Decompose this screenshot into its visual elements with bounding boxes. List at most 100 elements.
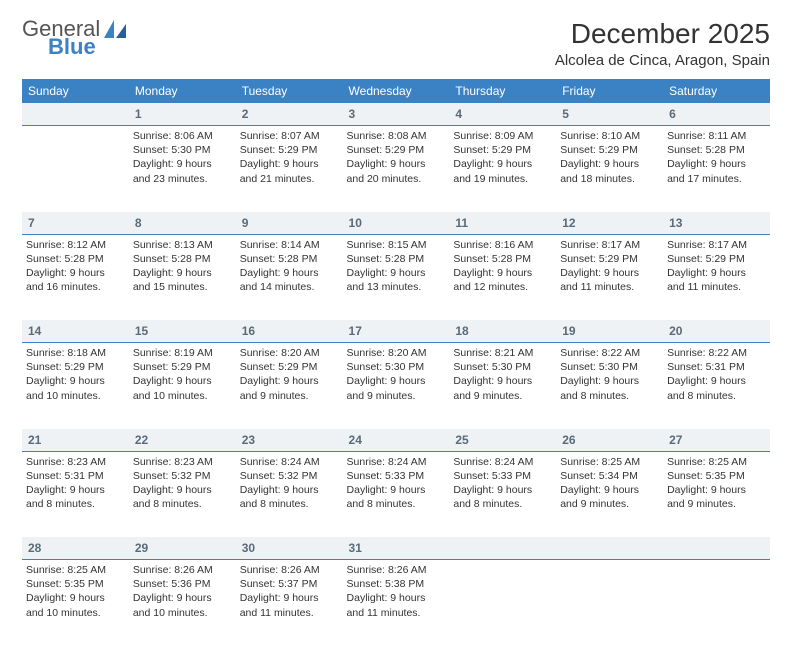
day-cell: Sunrise: 8:20 AMSunset: 5:29 PMDaylight:… xyxy=(236,343,343,429)
day-number: 10 xyxy=(349,216,362,230)
day-number: 11 xyxy=(455,216,468,230)
weekday-header: Sunday xyxy=(22,79,129,103)
day-number: 18 xyxy=(455,324,468,338)
day-details: Sunrise: 8:21 AMSunset: 5:30 PMDaylight:… xyxy=(453,346,552,403)
day-number: 7 xyxy=(28,216,35,230)
day-number: 25 xyxy=(455,433,468,447)
day-details: Sunrise: 8:25 AMSunset: 5:35 PMDaylight:… xyxy=(26,563,125,620)
title-block: December 2025 Alcolea de Cinca, Aragon, … xyxy=(555,18,770,69)
day-number: 21 xyxy=(28,433,41,447)
day-number: 28 xyxy=(28,541,41,555)
day-number: 9 xyxy=(242,216,249,230)
daynum-cell: 23 xyxy=(236,429,343,452)
daynum-cell xyxy=(22,103,129,126)
daynum-cell xyxy=(556,537,663,560)
day-number: 4 xyxy=(455,107,462,121)
day-details: Sunrise: 8:10 AMSunset: 5:29 PMDaylight:… xyxy=(560,129,659,186)
daynum-cell: 17 xyxy=(343,320,450,343)
daynum-cell: 27 xyxy=(663,429,770,452)
week-row: Sunrise: 8:12 AMSunset: 5:28 PMDaylight:… xyxy=(22,234,770,320)
day-details: Sunrise: 8:07 AMSunset: 5:29 PMDaylight:… xyxy=(240,129,339,186)
day-cell xyxy=(22,126,129,212)
day-cell: Sunrise: 8:15 AMSunset: 5:28 PMDaylight:… xyxy=(343,234,450,320)
day-cell: Sunrise: 8:06 AMSunset: 5:30 PMDaylight:… xyxy=(129,126,236,212)
day-cell: Sunrise: 8:24 AMSunset: 5:33 PMDaylight:… xyxy=(343,451,450,537)
day-details: Sunrise: 8:14 AMSunset: 5:28 PMDaylight:… xyxy=(240,238,339,295)
daynum-cell: 11 xyxy=(449,212,556,235)
day-cell: Sunrise: 8:16 AMSunset: 5:28 PMDaylight:… xyxy=(449,234,556,320)
logo-word2: Blue xyxy=(48,36,100,58)
day-number: 23 xyxy=(242,433,255,447)
day-details: Sunrise: 8:12 AMSunset: 5:28 PMDaylight:… xyxy=(26,238,125,295)
daynum-cell: 29 xyxy=(129,537,236,560)
week-row: Sunrise: 8:18 AMSunset: 5:29 PMDaylight:… xyxy=(22,343,770,429)
weekday-header: Friday xyxy=(556,79,663,103)
day-cell: Sunrise: 8:07 AMSunset: 5:29 PMDaylight:… xyxy=(236,126,343,212)
day-details: Sunrise: 8:17 AMSunset: 5:29 PMDaylight:… xyxy=(560,238,659,295)
calendar-body: 123456Sunrise: 8:06 AMSunset: 5:30 PMDay… xyxy=(22,103,770,646)
day-number: 27 xyxy=(669,433,682,447)
day-cell: Sunrise: 8:09 AMSunset: 5:29 PMDaylight:… xyxy=(449,126,556,212)
day-details: Sunrise: 8:17 AMSunset: 5:29 PMDaylight:… xyxy=(667,238,766,295)
weekday-header-row: Sunday Monday Tuesday Wednesday Thursday… xyxy=(22,79,770,103)
day-details: Sunrise: 8:06 AMSunset: 5:30 PMDaylight:… xyxy=(133,129,232,186)
logo: General Blue xyxy=(22,18,128,58)
day-cell: Sunrise: 8:25 AMSunset: 5:35 PMDaylight:… xyxy=(22,560,129,646)
daynum-cell: 8 xyxy=(129,212,236,235)
day-details: Sunrise: 8:11 AMSunset: 5:28 PMDaylight:… xyxy=(667,129,766,186)
daynum-row: 7 8 9 10 11 12 13 xyxy=(22,212,770,235)
daynum-cell: 10 xyxy=(343,212,450,235)
day-number: 17 xyxy=(349,324,362,338)
day-number: 12 xyxy=(562,216,575,230)
daynum-cell: 22 xyxy=(129,429,236,452)
daynum-cell: 14 xyxy=(22,320,129,343)
day-cell xyxy=(449,560,556,646)
location: Alcolea de Cinca, Aragon, Spain xyxy=(555,52,770,69)
month-title: December 2025 xyxy=(555,18,770,50)
day-number: 8 xyxy=(135,216,142,230)
daynum-cell: 18 xyxy=(449,320,556,343)
day-number: 15 xyxy=(135,324,148,338)
day-cell: Sunrise: 8:24 AMSunset: 5:32 PMDaylight:… xyxy=(236,451,343,537)
day-details: Sunrise: 8:20 AMSunset: 5:29 PMDaylight:… xyxy=(240,346,339,403)
day-details: Sunrise: 8:19 AMSunset: 5:29 PMDaylight:… xyxy=(133,346,232,403)
daynum-cell: 31 xyxy=(343,537,450,560)
daynum-cell: 24 xyxy=(343,429,450,452)
day-number: 1 xyxy=(135,107,142,121)
day-number: 2 xyxy=(242,107,249,121)
daynum-cell: 21 xyxy=(22,429,129,452)
day-cell: Sunrise: 8:10 AMSunset: 5:29 PMDaylight:… xyxy=(556,126,663,212)
day-details: Sunrise: 8:13 AMSunset: 5:28 PMDaylight:… xyxy=(133,238,232,295)
daynum-row: 123456 xyxy=(22,103,770,126)
day-cell xyxy=(663,560,770,646)
calendar-table: Sunday Monday Tuesday Wednesday Thursday… xyxy=(22,79,770,646)
logo-text-block: General Blue xyxy=(22,18,100,58)
day-number: 3 xyxy=(349,107,356,121)
day-details: Sunrise: 8:25 AMSunset: 5:34 PMDaylight:… xyxy=(560,455,659,512)
daynum-cell: 28 xyxy=(22,537,129,560)
daynum-cell: 6 xyxy=(663,103,770,126)
day-details: Sunrise: 8:09 AMSunset: 5:29 PMDaylight:… xyxy=(453,129,552,186)
day-cell: Sunrise: 8:18 AMSunset: 5:29 PMDaylight:… xyxy=(22,343,129,429)
daynum-cell: 15 xyxy=(129,320,236,343)
day-details: Sunrise: 8:26 AMSunset: 5:37 PMDaylight:… xyxy=(240,563,339,620)
day-cell: Sunrise: 8:25 AMSunset: 5:34 PMDaylight:… xyxy=(556,451,663,537)
daynum-cell xyxy=(663,537,770,560)
day-details: Sunrise: 8:20 AMSunset: 5:30 PMDaylight:… xyxy=(347,346,446,403)
daynum-row: 21 22 23 24 25 26 27 xyxy=(22,429,770,452)
day-cell: Sunrise: 8:11 AMSunset: 5:28 PMDaylight:… xyxy=(663,126,770,212)
day-details: Sunrise: 8:24 AMSunset: 5:32 PMDaylight:… xyxy=(240,455,339,512)
day-cell: Sunrise: 8:24 AMSunset: 5:33 PMDaylight:… xyxy=(449,451,556,537)
week-row: Sunrise: 8:06 AMSunset: 5:30 PMDaylight:… xyxy=(22,126,770,212)
day-cell: Sunrise: 8:20 AMSunset: 5:30 PMDaylight:… xyxy=(343,343,450,429)
daynum-row: 14151617181920 xyxy=(22,320,770,343)
day-cell: Sunrise: 8:26 AMSunset: 5:38 PMDaylight:… xyxy=(343,560,450,646)
day-cell: Sunrise: 8:23 AMSunset: 5:31 PMDaylight:… xyxy=(22,451,129,537)
daynum-cell: 2 xyxy=(236,103,343,126)
day-number: 26 xyxy=(562,433,575,447)
daynum-cell: 13 xyxy=(663,212,770,235)
day-cell: Sunrise: 8:22 AMSunset: 5:30 PMDaylight:… xyxy=(556,343,663,429)
header: General Blue December 2025 Alcolea de Ci… xyxy=(22,18,770,69)
day-cell: Sunrise: 8:23 AMSunset: 5:32 PMDaylight:… xyxy=(129,451,236,537)
day-number: 6 xyxy=(669,107,676,121)
